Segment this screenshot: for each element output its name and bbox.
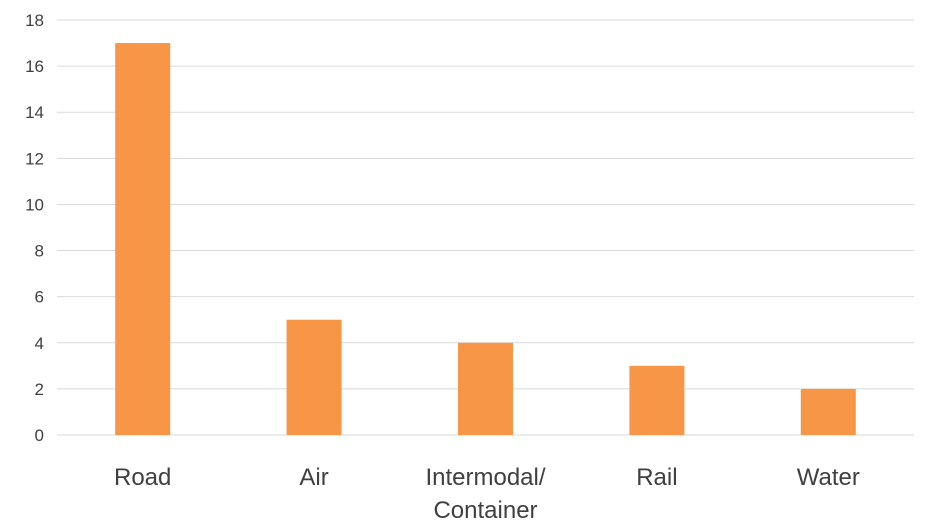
- bar: [800, 388, 856, 435]
- x-category-label-line: Road: [114, 464, 171, 491]
- y-tick-label: 6: [35, 288, 44, 307]
- bars: [115, 43, 856, 436]
- y-tick-label: 10: [25, 195, 44, 214]
- y-tick-label: 14: [25, 103, 44, 122]
- bar: [458, 342, 513, 435]
- y-tick-label: 12: [25, 149, 44, 168]
- x-category-label-line: Air: [299, 464, 328, 491]
- x-category-label-line: Intermodal/: [425, 464, 545, 491]
- bar: [629, 365, 685, 435]
- bar: [286, 319, 342, 435]
- x-category-label-line: Rail: [636, 464, 677, 491]
- x-category-label-line: Water: [797, 464, 860, 491]
- bar: [115, 43, 171, 436]
- x-category-label: Water: [797, 464, 860, 491]
- x-category-label: Road: [114, 464, 171, 491]
- y-tick-label: 8: [35, 242, 44, 261]
- x-category-label: Rail: [636, 464, 677, 491]
- x-category-label: Air: [299, 464, 328, 491]
- y-tick-label: 2: [35, 380, 44, 399]
- y-tick-label: 4: [35, 334, 44, 353]
- y-tick-label: 0: [35, 426, 44, 445]
- x-category-label: Intermodal/Container: [425, 464, 545, 524]
- gridlines: [57, 19, 914, 436]
- x-category-label-line: Container: [433, 497, 537, 524]
- y-tick-label: 18: [25, 11, 44, 30]
- x-axis-category-labels: Road Air Intermodal/Container Rail Water: [114, 464, 860, 524]
- y-axis-tick-labels: 0 2 4 6 8 10 12 14 16 18: [25, 11, 44, 445]
- y-tick-label: 16: [25, 57, 44, 76]
